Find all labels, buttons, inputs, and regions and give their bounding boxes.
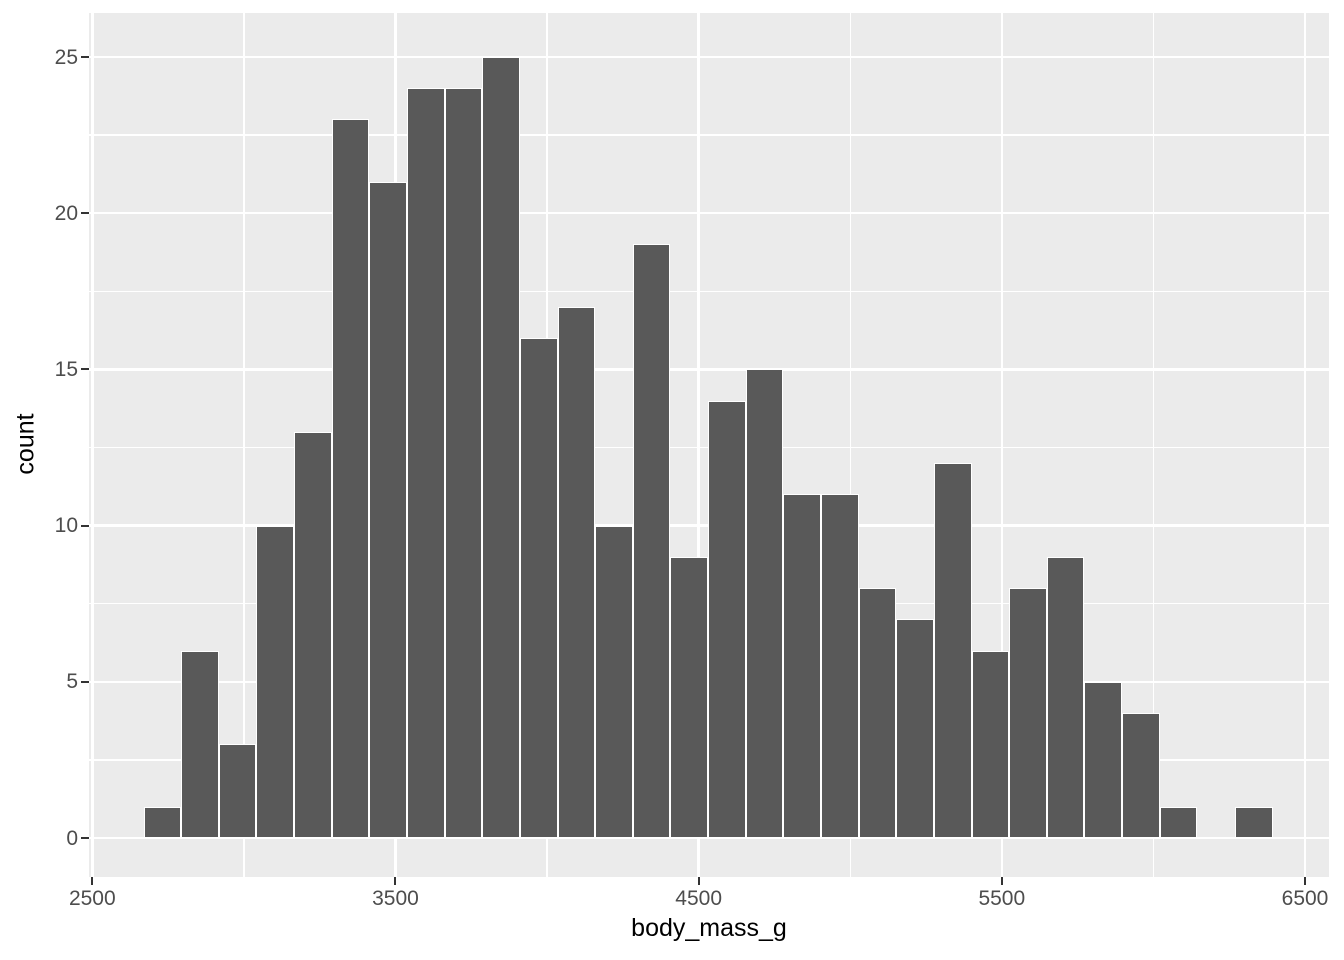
x-tick-label: 3500 (372, 887, 419, 910)
histogram-bar (444, 88, 483, 838)
x-tick-mark (91, 877, 94, 885)
x-major-gridline (91, 13, 94, 877)
y-tick-mark (81, 680, 89, 683)
y-tick-mark (81, 368, 89, 371)
histogram-bar (1084, 681, 1123, 838)
y-tick-mark (81, 524, 89, 527)
x-tick-mark (1304, 877, 1306, 885)
x-major-gridline (697, 13, 700, 877)
histogram-bar (557, 306, 596, 838)
histogram-bar (294, 431, 332, 838)
plot-panel (89, 13, 1329, 877)
y-major-gridline (89, 55, 1329, 59)
x-minor-gridline (243, 13, 245, 877)
histogram-bar (406, 88, 445, 838)
histogram-bar (1122, 713, 1160, 838)
histogram-bar (670, 556, 709, 838)
y-axis-title: count (11, 413, 40, 475)
x-tick-mark (697, 877, 700, 885)
histogram-bar (595, 525, 633, 838)
histogram-bar (331, 119, 370, 838)
x-tick-label: 6500 (1281, 887, 1329, 910)
histogram-bar (896, 619, 934, 838)
histogram-bar (519, 338, 558, 838)
histogram-bar (218, 744, 257, 838)
histogram-bar (1009, 588, 1047, 838)
histogram-bar (1046, 556, 1085, 838)
histogram-bar (1159, 806, 1198, 838)
y-minor-gridline (89, 134, 1329, 136)
histogram-bar (143, 806, 182, 838)
y-tick-label: 5 (66, 670, 78, 694)
histogram-bar (482, 57, 520, 838)
histogram-bar (783, 494, 821, 838)
y-tick-label: 10 (54, 514, 78, 538)
histogram-bar (745, 369, 784, 838)
histogram-bar (256, 525, 295, 838)
histogram-bar (933, 463, 972, 838)
histogram-bar (858, 588, 897, 838)
y-minor-gridline (89, 290, 1329, 292)
histogram-bar (369, 181, 407, 838)
x-tick-mark (394, 877, 397, 885)
x-tick-label: 5500 (978, 887, 1026, 910)
histogram-bar (181, 650, 219, 838)
y-tick-label: 0 (66, 826, 78, 850)
x-major-gridline (1000, 13, 1004, 877)
y-major-gridline (89, 211, 1329, 215)
x-axis-title: body_mass_g (631, 914, 787, 942)
x-tick-mark (1000, 877, 1003, 885)
histogram-bar (971, 650, 1010, 838)
x-major-gridline (1303, 13, 1307, 877)
y-tick-mark (81, 212, 89, 215)
y-tick-mark (81, 837, 89, 839)
histogram-bar (820, 494, 859, 838)
y-major-gridline (89, 368, 1329, 371)
y-major-gridline (89, 836, 1329, 840)
y-tick-label: 15 (54, 357, 78, 381)
x-minor-gridline (1152, 13, 1155, 877)
x-minor-gridline (849, 13, 851, 877)
histogram-bar (1234, 806, 1273, 838)
x-tick-label: 4500 (675, 887, 722, 910)
histogram-bar (632, 244, 671, 838)
y-tick-mark (81, 56, 89, 58)
x-tick-label: 2500 (68, 887, 116, 910)
y-tick-label: 25 (54, 45, 78, 69)
histogram-bar (708, 400, 746, 838)
y-tick-label: 20 (54, 201, 78, 225)
